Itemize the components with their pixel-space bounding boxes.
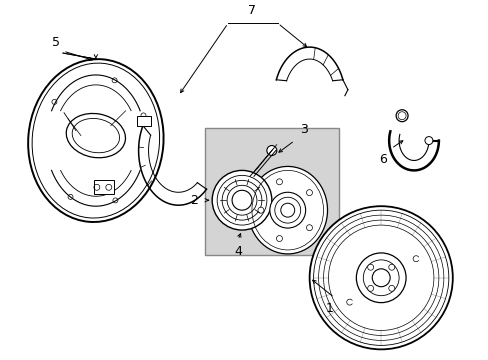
- Circle shape: [269, 192, 305, 228]
- Text: 5: 5: [52, 36, 60, 49]
- Circle shape: [367, 264, 373, 270]
- Circle shape: [276, 179, 282, 185]
- Bar: [94, 180, 114, 194]
- Text: 6: 6: [379, 153, 386, 166]
- Text: 7: 7: [247, 4, 255, 17]
- Bar: [137, 116, 151, 126]
- Circle shape: [388, 285, 394, 291]
- Circle shape: [306, 225, 312, 231]
- Text: 2: 2: [190, 194, 198, 207]
- Text: 4: 4: [234, 245, 242, 258]
- Ellipse shape: [28, 59, 163, 222]
- Ellipse shape: [247, 166, 327, 254]
- Circle shape: [367, 285, 373, 291]
- Circle shape: [395, 110, 407, 122]
- Circle shape: [280, 203, 294, 217]
- Text: 1: 1: [325, 302, 333, 315]
- Text: 3: 3: [299, 123, 307, 136]
- Circle shape: [276, 235, 282, 242]
- Circle shape: [424, 136, 432, 145]
- Circle shape: [232, 190, 251, 210]
- Circle shape: [266, 145, 276, 156]
- Circle shape: [257, 207, 264, 213]
- Circle shape: [356, 253, 405, 303]
- Circle shape: [309, 206, 452, 349]
- Circle shape: [388, 264, 394, 270]
- Circle shape: [371, 269, 389, 287]
- Ellipse shape: [66, 113, 125, 158]
- Circle shape: [306, 190, 312, 195]
- Bar: [205, 128, 339, 255]
- Circle shape: [212, 170, 271, 230]
